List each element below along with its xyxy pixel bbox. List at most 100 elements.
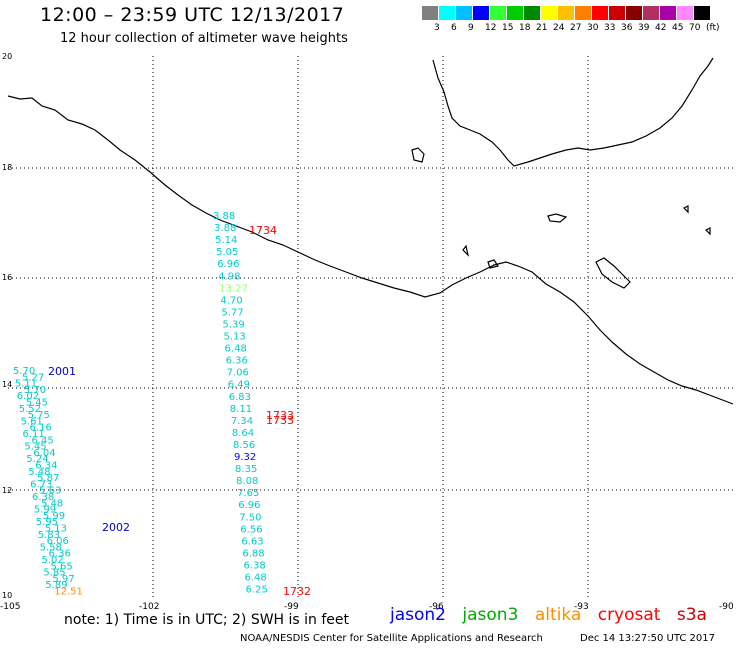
wave-height-value: 8.56 bbox=[233, 440, 255, 451]
satellite-legend: jason2 jason3 altika cryosat s3a bbox=[390, 605, 718, 625]
legend-swatch bbox=[456, 6, 472, 20]
wave-height-value: 6.96 bbox=[238, 500, 260, 511]
wave-height-value: 6.56 bbox=[240, 524, 262, 535]
wave-height-value: 6.25 bbox=[246, 585, 268, 596]
pass-time-label: 1732 bbox=[283, 585, 311, 598]
sat-cryosat: cryosat bbox=[597, 605, 661, 625]
sat-jason2: jason2 bbox=[390, 605, 446, 625]
wave-height-value: 5.48 bbox=[28, 467, 50, 478]
pass-time-label: 1734 bbox=[249, 224, 277, 237]
legend-tick: 18 bbox=[519, 23, 531, 33]
wave-height-value: 5.13 bbox=[224, 332, 246, 343]
wave-height-value: 5.58 bbox=[40, 542, 62, 553]
wave-height-value: 6.48 bbox=[225, 344, 247, 355]
wave-height-value: 6.83 bbox=[229, 392, 251, 403]
lat-label: 18 bbox=[2, 163, 12, 172]
lat-label: 16 bbox=[2, 273, 12, 282]
wave-height-value: 5.27 bbox=[22, 372, 44, 383]
map-subtitle: 12 hour collection of altimeter wave hei… bbox=[60, 31, 348, 46]
pass-time-label: 1733 bbox=[266, 414, 294, 427]
credit-line: NOAA/NESDIS Center for Satellite Applica… bbox=[240, 633, 543, 644]
wave-height-value: 5.85 bbox=[43, 568, 65, 579]
wave-height-value: 6.16 bbox=[30, 423, 52, 434]
axis-labels: -105 -102 -99 -96 -93 -90 20 18 16 14 12 10 bbox=[0, 52, 734, 612]
legend-tick: 36 bbox=[621, 23, 633, 33]
wave-height-value: 6.02 bbox=[17, 391, 39, 402]
wave-height-value: 13.27 bbox=[219, 283, 248, 294]
wave-height-value: 5.99 bbox=[34, 505, 56, 516]
wave-height-value: 6.73 bbox=[30, 479, 52, 490]
pass-time-label: 1733 bbox=[266, 409, 294, 422]
wave-height-value: 5.52 bbox=[19, 404, 41, 415]
wave-height-value: 8.11 bbox=[230, 404, 252, 415]
legend-swatch bbox=[541, 6, 557, 20]
legend-tick: 21 bbox=[536, 23, 548, 33]
wave-height-value: 5.87 bbox=[37, 473, 59, 484]
wave-height-value: 6.88 bbox=[242, 548, 264, 559]
wave-height-value: 8.64 bbox=[232, 428, 254, 439]
sat-jason3: jason3 bbox=[462, 605, 519, 625]
wave-height-value: 5.61 bbox=[21, 416, 43, 427]
legend-swatch bbox=[439, 6, 455, 20]
pass-time-label: 2001 bbox=[48, 365, 76, 378]
legend-tick: 24 bbox=[553, 23, 565, 33]
wave-height-value: 7.65 bbox=[237, 488, 259, 499]
wave-height-value: 6.48 bbox=[245, 573, 267, 584]
graticule bbox=[8, 56, 733, 598]
wave-height-value: 5.97 bbox=[52, 574, 74, 585]
wave-height-value: 3.88 bbox=[214, 223, 236, 234]
wave-height-value: 6.36 bbox=[49, 549, 71, 560]
pass-time-label: 2002 bbox=[102, 521, 130, 534]
wave-height-value: 7.50 bbox=[239, 512, 261, 523]
coastline bbox=[7, 57, 734, 405]
legend-swatch bbox=[575, 6, 591, 20]
wave-height-value: 6.06 bbox=[47, 536, 69, 547]
legend-swatch bbox=[660, 6, 676, 20]
lon-label: -99 bbox=[284, 602, 299, 612]
legend-tick: 30 bbox=[587, 23, 599, 33]
legend-tick: 15 bbox=[502, 23, 514, 33]
wave-height-value: 9.32 bbox=[234, 452, 256, 463]
legend-swatch bbox=[473, 6, 489, 20]
wave-height-value: 6.96 bbox=[217, 259, 239, 270]
wave-height-value: 5.89 bbox=[45, 580, 67, 591]
wave-height-value: 5.45 bbox=[26, 398, 48, 409]
wave-height-value: 5.39 bbox=[222, 319, 244, 330]
legend-tick: 45 bbox=[672, 23, 684, 33]
legend-swatch bbox=[524, 6, 540, 20]
lat-label: 14 bbox=[2, 380, 12, 389]
lon-label: -90 bbox=[719, 602, 734, 612]
wave-height-value: 6.38 bbox=[243, 560, 265, 571]
wave-height-value: 5.13 bbox=[45, 524, 67, 535]
wave-height-value: 3.88 bbox=[213, 211, 235, 222]
wave-height-value: 5.14 bbox=[215, 235, 237, 246]
legend-tick: 9 bbox=[468, 23, 474, 33]
legend-tick: (ft) bbox=[706, 23, 720, 33]
sat-altika: altika bbox=[534, 605, 582, 625]
wave-height-value: 7.34 bbox=[231, 416, 253, 427]
legend-tick: 3 bbox=[434, 23, 440, 33]
sat-s3a: s3a bbox=[676, 605, 707, 625]
wave-height-value: 5.63 bbox=[39, 486, 61, 497]
wave-height-value: 6.38 bbox=[32, 492, 54, 503]
wave-height-value: 7.06 bbox=[227, 368, 249, 379]
units-note: note: 1) Time is in UTC; 2) SWH is in fe… bbox=[64, 612, 350, 628]
legend-tick: 70 bbox=[689, 23, 701, 33]
wave-height-value: 5.11 bbox=[15, 379, 37, 390]
wave-height-value: 6.49 bbox=[228, 380, 250, 391]
wave-height-value: 5.02 bbox=[42, 555, 64, 566]
wave-height-value: 6.45 bbox=[31, 435, 53, 446]
wave-height-value: 5.83 bbox=[38, 530, 60, 541]
wave-height-value: 6.11 bbox=[23, 429, 45, 440]
legend-swatch bbox=[422, 6, 438, 20]
wave-height-value: 4.98 bbox=[218, 271, 240, 282]
lon-label: -96 bbox=[429, 602, 444, 612]
wave-height-value: 5.24 bbox=[26, 454, 48, 465]
wave-height-value: 5.45 bbox=[24, 442, 46, 453]
legend-swatch bbox=[694, 6, 710, 20]
legend-swatch bbox=[677, 6, 693, 20]
legend-tick: 6 bbox=[451, 23, 457, 33]
legend-swatch bbox=[609, 6, 625, 20]
wave-height-value: 6.34 bbox=[35, 461, 57, 472]
legend-swatch bbox=[643, 6, 659, 20]
